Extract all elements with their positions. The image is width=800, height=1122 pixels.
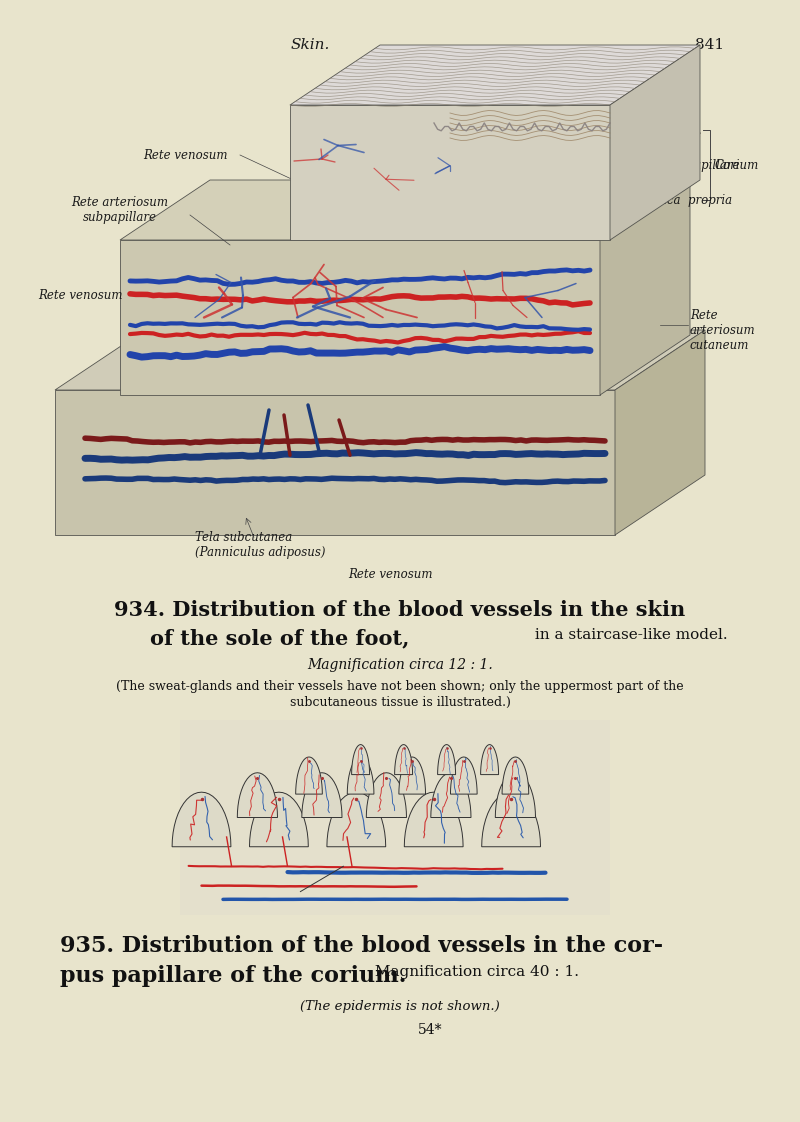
Text: Magnification circa 12 : 1.: Magnification circa 12 : 1. bbox=[307, 657, 493, 672]
Polygon shape bbox=[172, 792, 231, 847]
Text: Corpus papillare: Corpus papillare bbox=[640, 158, 739, 172]
Polygon shape bbox=[431, 773, 471, 818]
Polygon shape bbox=[352, 745, 370, 774]
Polygon shape bbox=[55, 330, 705, 390]
Polygon shape bbox=[495, 773, 535, 818]
Polygon shape bbox=[238, 773, 278, 818]
Text: Epidermis: Epidermis bbox=[640, 129, 701, 141]
Polygon shape bbox=[366, 773, 406, 818]
Polygon shape bbox=[290, 105, 610, 240]
Polygon shape bbox=[302, 773, 342, 818]
Text: 934. Distribution of the blood vessels in the skin: 934. Distribution of the blood vessels i… bbox=[114, 600, 686, 620]
Text: Tela subcutanea
(Panniculus adiposus): Tela subcutanea (Panniculus adiposus) bbox=[195, 531, 326, 559]
Text: Skin.: Skin. bbox=[290, 38, 330, 52]
Text: Rete venosum: Rete venosum bbox=[348, 568, 432, 581]
Polygon shape bbox=[180, 720, 610, 916]
Polygon shape bbox=[482, 792, 541, 847]
Polygon shape bbox=[120, 240, 600, 395]
Polygon shape bbox=[290, 45, 700, 105]
Text: subcutaneous tissue is illustrated.): subcutaneous tissue is illustrated.) bbox=[290, 696, 510, 709]
Text: 54*: 54* bbox=[418, 1023, 442, 1037]
Text: 841: 841 bbox=[695, 38, 725, 52]
Polygon shape bbox=[394, 745, 413, 774]
Text: 935. Distribution of the blood vessels in the cor-: 935. Distribution of the blood vessels i… bbox=[60, 935, 663, 957]
Text: (The epidermis is not shown.): (The epidermis is not shown.) bbox=[300, 1000, 500, 1013]
Polygon shape bbox=[399, 757, 426, 794]
Text: Rete venosum: Rete venosum bbox=[142, 148, 227, 162]
Polygon shape bbox=[610, 45, 700, 240]
Text: pus papillare of the corium.: pus papillare of the corium. bbox=[60, 965, 406, 987]
Polygon shape bbox=[296, 757, 322, 794]
Polygon shape bbox=[600, 180, 690, 395]
Polygon shape bbox=[404, 792, 463, 847]
Polygon shape bbox=[250, 792, 308, 847]
Polygon shape bbox=[120, 180, 690, 240]
Polygon shape bbox=[347, 757, 374, 794]
Polygon shape bbox=[55, 390, 615, 535]
Text: (The sweat-glands and their vessels have not been shown; only the uppermost part: (The sweat-glands and their vessels have… bbox=[116, 680, 684, 693]
Polygon shape bbox=[450, 757, 477, 794]
Text: of the sole of the foot,: of the sole of the foot, bbox=[150, 628, 410, 649]
Text: Rete arteriosum
subpapillare: Rete arteriosum subpapillare bbox=[71, 196, 169, 224]
Polygon shape bbox=[502, 757, 529, 794]
Polygon shape bbox=[327, 792, 386, 847]
Text: Tunica  propria: Tunica propria bbox=[640, 193, 732, 206]
Text: Corium: Corium bbox=[715, 158, 759, 172]
Text: Rete
arteriosum
cutaneum: Rete arteriosum cutaneum bbox=[690, 309, 756, 351]
Text: Magnification circa 40 : 1.: Magnification circa 40 : 1. bbox=[370, 965, 579, 980]
Text: Rete venosum: Rete venosum bbox=[38, 288, 122, 302]
Text: in a staircase-like model.: in a staircase-like model. bbox=[530, 628, 728, 642]
Polygon shape bbox=[481, 745, 498, 774]
Polygon shape bbox=[615, 330, 705, 535]
Polygon shape bbox=[438, 745, 455, 774]
